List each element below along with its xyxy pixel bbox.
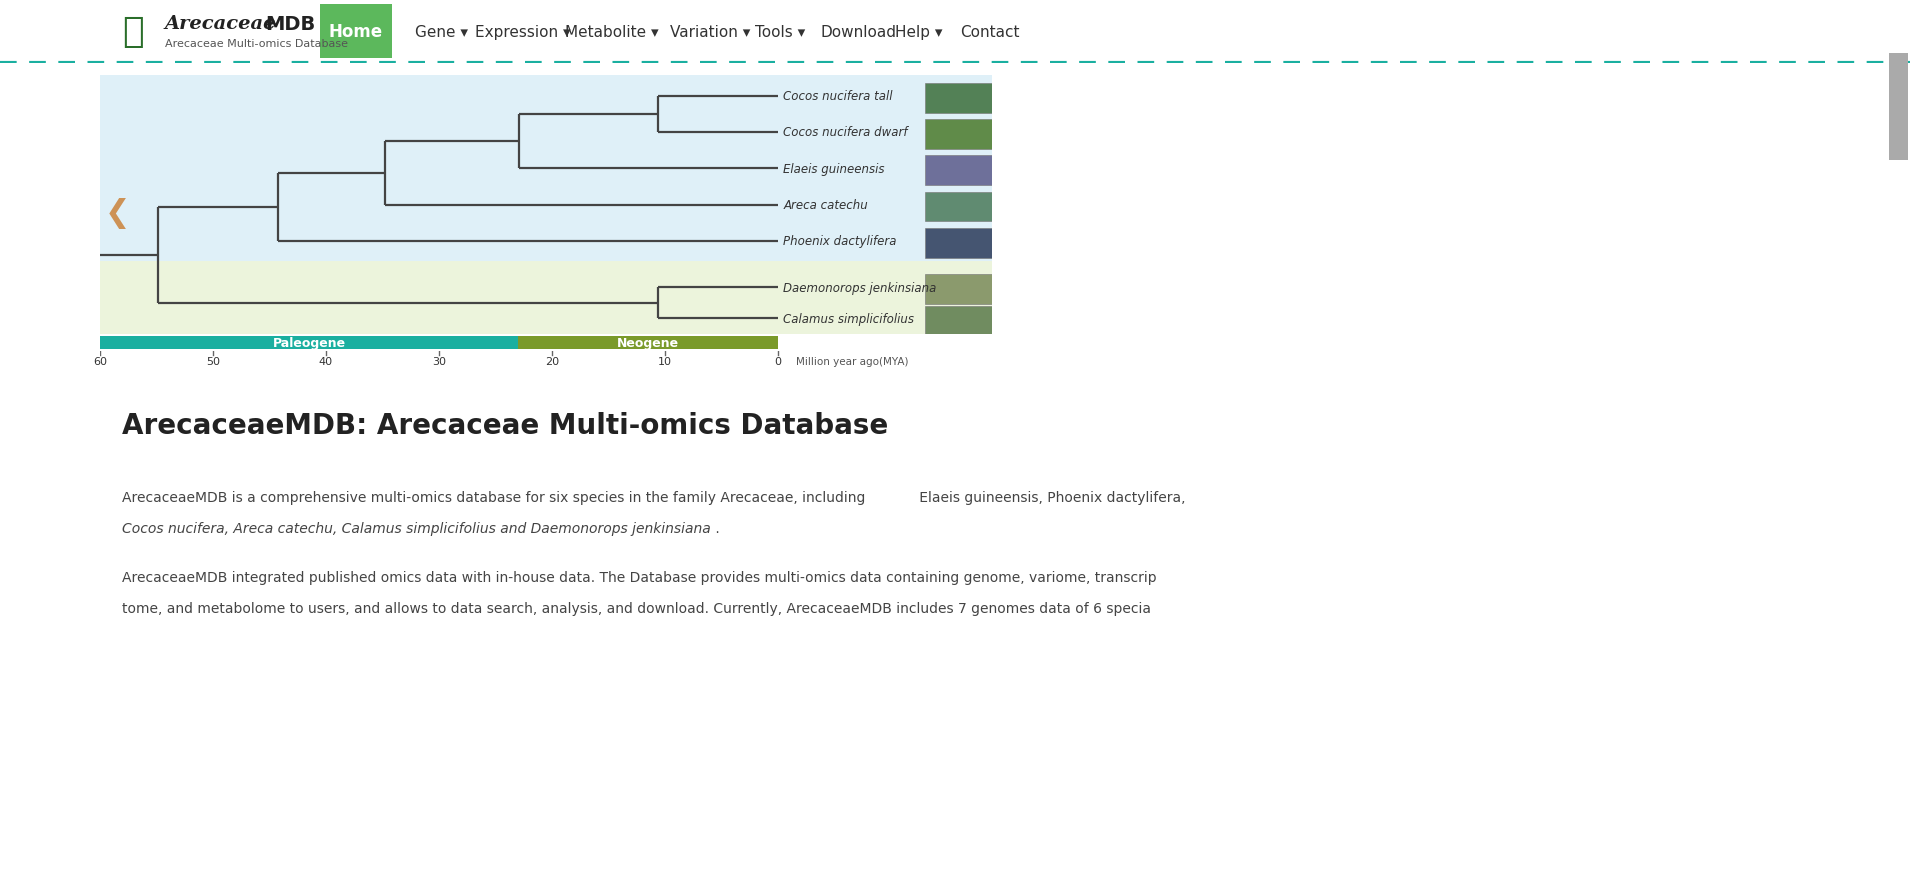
Text: Arecaceae Multi-omics Database: Arecaceae Multi-omics Database [164, 39, 348, 49]
Bar [99, 337, 518, 350]
Bar [924, 192, 991, 222]
Text: Neogene: Neogene [617, 337, 680, 350]
Text: Areca catechu: Areca catechu [783, 198, 867, 212]
Text: 60: 60 [94, 357, 107, 367]
Text: Arecaceae: Arecaceae [164, 15, 277, 33]
Text: Contact: Contact [961, 25, 1020, 39]
Text: 40: 40 [319, 357, 332, 367]
Bar [924, 84, 991, 114]
Bar [924, 229, 991, 258]
Text: Cocos nucifera dwarf: Cocos nucifera dwarf [783, 126, 907, 139]
Bar [109, 8, 159, 56]
Text: Daemonorops jenkinsiana: Daemonorops jenkinsiana [783, 282, 936, 294]
Text: Calamus simplicifolius: Calamus simplicifolius [783, 313, 915, 325]
Text: Paleogene: Paleogene [273, 337, 346, 350]
Text: ArecaceaeMDB is a comprehensive multi-omics database for six species in the fami: ArecaceaeMDB is a comprehensive multi-om… [122, 491, 1186, 504]
Text: Download: Download [819, 25, 896, 39]
Text: ArecaceaeMDB integrated published omics data with in-house data. The Database pr: ArecaceaeMDB integrated published omics … [122, 570, 1157, 585]
Text: ❮: ❮ [105, 198, 130, 229]
Text: 0: 0 [774, 357, 781, 367]
Text: ArecaceaeMDB: Arecaceae Multi-omics Database: ArecaceaeMDB: Arecaceae Multi-omics Data… [122, 412, 888, 440]
Text: Home: Home [329, 23, 384, 41]
Text: 50: 50 [206, 357, 220, 367]
Text: Cocos nucifera tall: Cocos nucifera tall [783, 90, 892, 103]
Bar [1889, 54, 1908, 161]
Text: Help ▾: Help ▾ [896, 25, 942, 39]
Text: Metabolite ▾: Metabolite ▾ [565, 25, 659, 39]
Text: 20: 20 [544, 357, 560, 367]
Bar [924, 120, 991, 149]
Text: Variation ▾: Variation ▾ [670, 25, 751, 39]
Text: Expression ▾: Expression ▾ [476, 25, 571, 39]
Text: Elaeis guineensis: Elaeis guineensis [783, 163, 884, 175]
Bar [99, 76, 991, 262]
Text: Tools ▾: Tools ▾ [754, 25, 806, 39]
Text: 30: 30 [432, 357, 445, 367]
FancyBboxPatch shape [321, 5, 392, 59]
Text: .: . [711, 521, 720, 536]
Text: Cocos nucifera, Areca catechu, Calamus simplicifolius and Daemonorops jenkinsian: Cocos nucifera, Areca catechu, Calamus s… [122, 521, 711, 536]
Text: 🌴: 🌴 [122, 15, 143, 49]
Text: Phoenix dactylifera: Phoenix dactylifera [783, 235, 898, 248]
Text: Million year ago(MYA): Million year ago(MYA) [796, 357, 909, 367]
Text: Gene ▾: Gene ▾ [414, 25, 468, 39]
Bar [99, 262, 991, 334]
Text: 10: 10 [657, 357, 672, 367]
Bar [924, 156, 991, 186]
Bar [924, 275, 991, 305]
Text: MDB: MDB [265, 14, 315, 34]
Bar [924, 306, 991, 336]
Text: tome, and metabolome to users, and allows to data search, analysis, and download: tome, and metabolome to users, and allow… [122, 601, 1152, 615]
Bar [518, 337, 777, 350]
